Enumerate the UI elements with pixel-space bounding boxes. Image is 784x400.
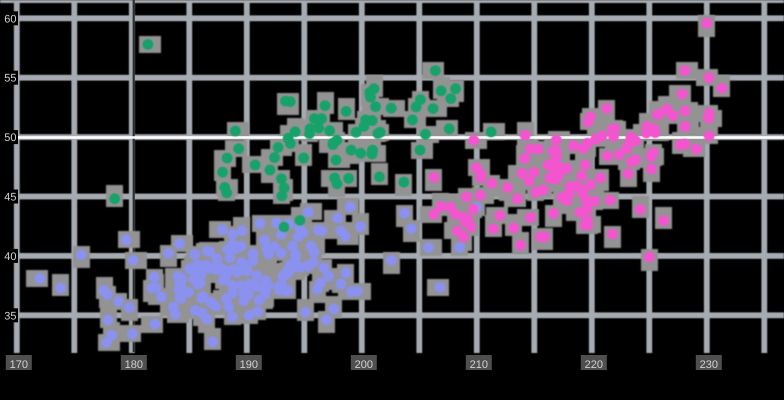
svg-text:60: 60 bbox=[4, 13, 16, 25]
svg-text:50: 50 bbox=[4, 132, 16, 144]
svg-text:190: 190 bbox=[240, 359, 258, 371]
svg-text:220: 220 bbox=[585, 359, 603, 371]
svg-text:170: 170 bbox=[10, 359, 28, 371]
svg-text:210: 210 bbox=[470, 359, 488, 371]
svg-text:180: 180 bbox=[125, 359, 143, 371]
svg-text:45: 45 bbox=[4, 192, 16, 204]
svg-text:55: 55 bbox=[4, 73, 16, 85]
svg-text:200: 200 bbox=[355, 359, 373, 371]
svg-text:230: 230 bbox=[700, 359, 718, 371]
svg-text:40: 40 bbox=[4, 251, 16, 263]
svg-text:35: 35 bbox=[4, 310, 16, 322]
